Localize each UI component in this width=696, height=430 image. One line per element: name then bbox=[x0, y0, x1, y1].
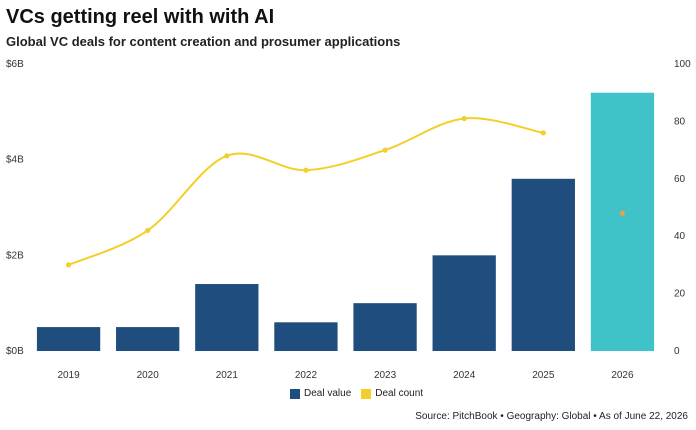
deal-count-point bbox=[461, 115, 467, 122]
deal-value-bar bbox=[353, 303, 417, 351]
deal-value-bar bbox=[432, 255, 496, 351]
right-axis: 0 20 40 60 80 100 bbox=[674, 59, 691, 357]
deal-count-point bbox=[145, 227, 151, 234]
left-tick-label: $0B bbox=[6, 346, 24, 357]
chart-title: VCs getting reel with with AI bbox=[6, 6, 275, 28]
x-tick-label: 2025 bbox=[532, 370, 555, 381]
x-axis: 2019 2020 2021 2022 2023 2024 2025 2026 bbox=[57, 370, 634, 381]
x-tick-label: 2023 bbox=[374, 370, 397, 381]
deal-count-path bbox=[68, 117, 544, 266]
deal-value-bars bbox=[36, 92, 655, 351]
deal-value-bar bbox=[195, 284, 259, 351]
left-tick-label: $6B bbox=[6, 59, 24, 70]
right-tick-label: 80 bbox=[674, 116, 686, 127]
deal-count-swatch bbox=[361, 388, 372, 399]
left-tick-label: $2B bbox=[6, 250, 24, 261]
legend: Deal value Deal count bbox=[290, 388, 423, 399]
x-tick-label: 2020 bbox=[137, 370, 160, 381]
legend-item-deal-value: Deal value bbox=[290, 388, 351, 399]
right-tick-label: 100 bbox=[674, 59, 691, 70]
x-tick-label: 2022 bbox=[295, 370, 318, 381]
deal-value-swatch bbox=[290, 388, 300, 399]
right-tick-label: 40 bbox=[674, 231, 686, 242]
legend-label-deal-value: Deal value bbox=[304, 388, 352, 399]
legend-item-deal-count: Deal count bbox=[361, 388, 423, 399]
x-tick-label: 2024 bbox=[453, 370, 476, 381]
deal-count-point bbox=[224, 153, 230, 159]
right-tick-label: 0 bbox=[674, 346, 680, 357]
deal-value-bar bbox=[590, 92, 655, 351]
deal-count-point bbox=[619, 210, 626, 216]
deal-count-point bbox=[65, 262, 72, 268]
deal-value-bar bbox=[36, 327, 101, 351]
deal-count-point bbox=[382, 147, 388, 153]
deal-count-line bbox=[65, 115, 626, 268]
deal-count-point bbox=[303, 167, 309, 173]
deal-value-bar bbox=[511, 178, 575, 351]
left-axis: $0B $2B $4B $6B bbox=[6, 59, 24, 357]
x-tick-label: 2026 bbox=[611, 370, 634, 381]
deal-count-point bbox=[540, 130, 546, 136]
x-tick-label: 2021 bbox=[216, 370, 239, 381]
deal-value-bar bbox=[274, 322, 338, 351]
left-tick-label: $4B bbox=[6, 155, 24, 166]
x-tick-label: 2019 bbox=[57, 370, 80, 381]
deal-value-bar bbox=[116, 327, 180, 351]
right-tick-label: 60 bbox=[674, 174, 686, 185]
right-tick-label: 20 bbox=[674, 289, 686, 300]
legend-label-deal-count: Deal count bbox=[375, 388, 424, 399]
chart-subtitle: Global VC deals for content creation and… bbox=[6, 34, 401, 49]
source-note: Source: PitchBook • Geography: Global • … bbox=[415, 411, 688, 422]
